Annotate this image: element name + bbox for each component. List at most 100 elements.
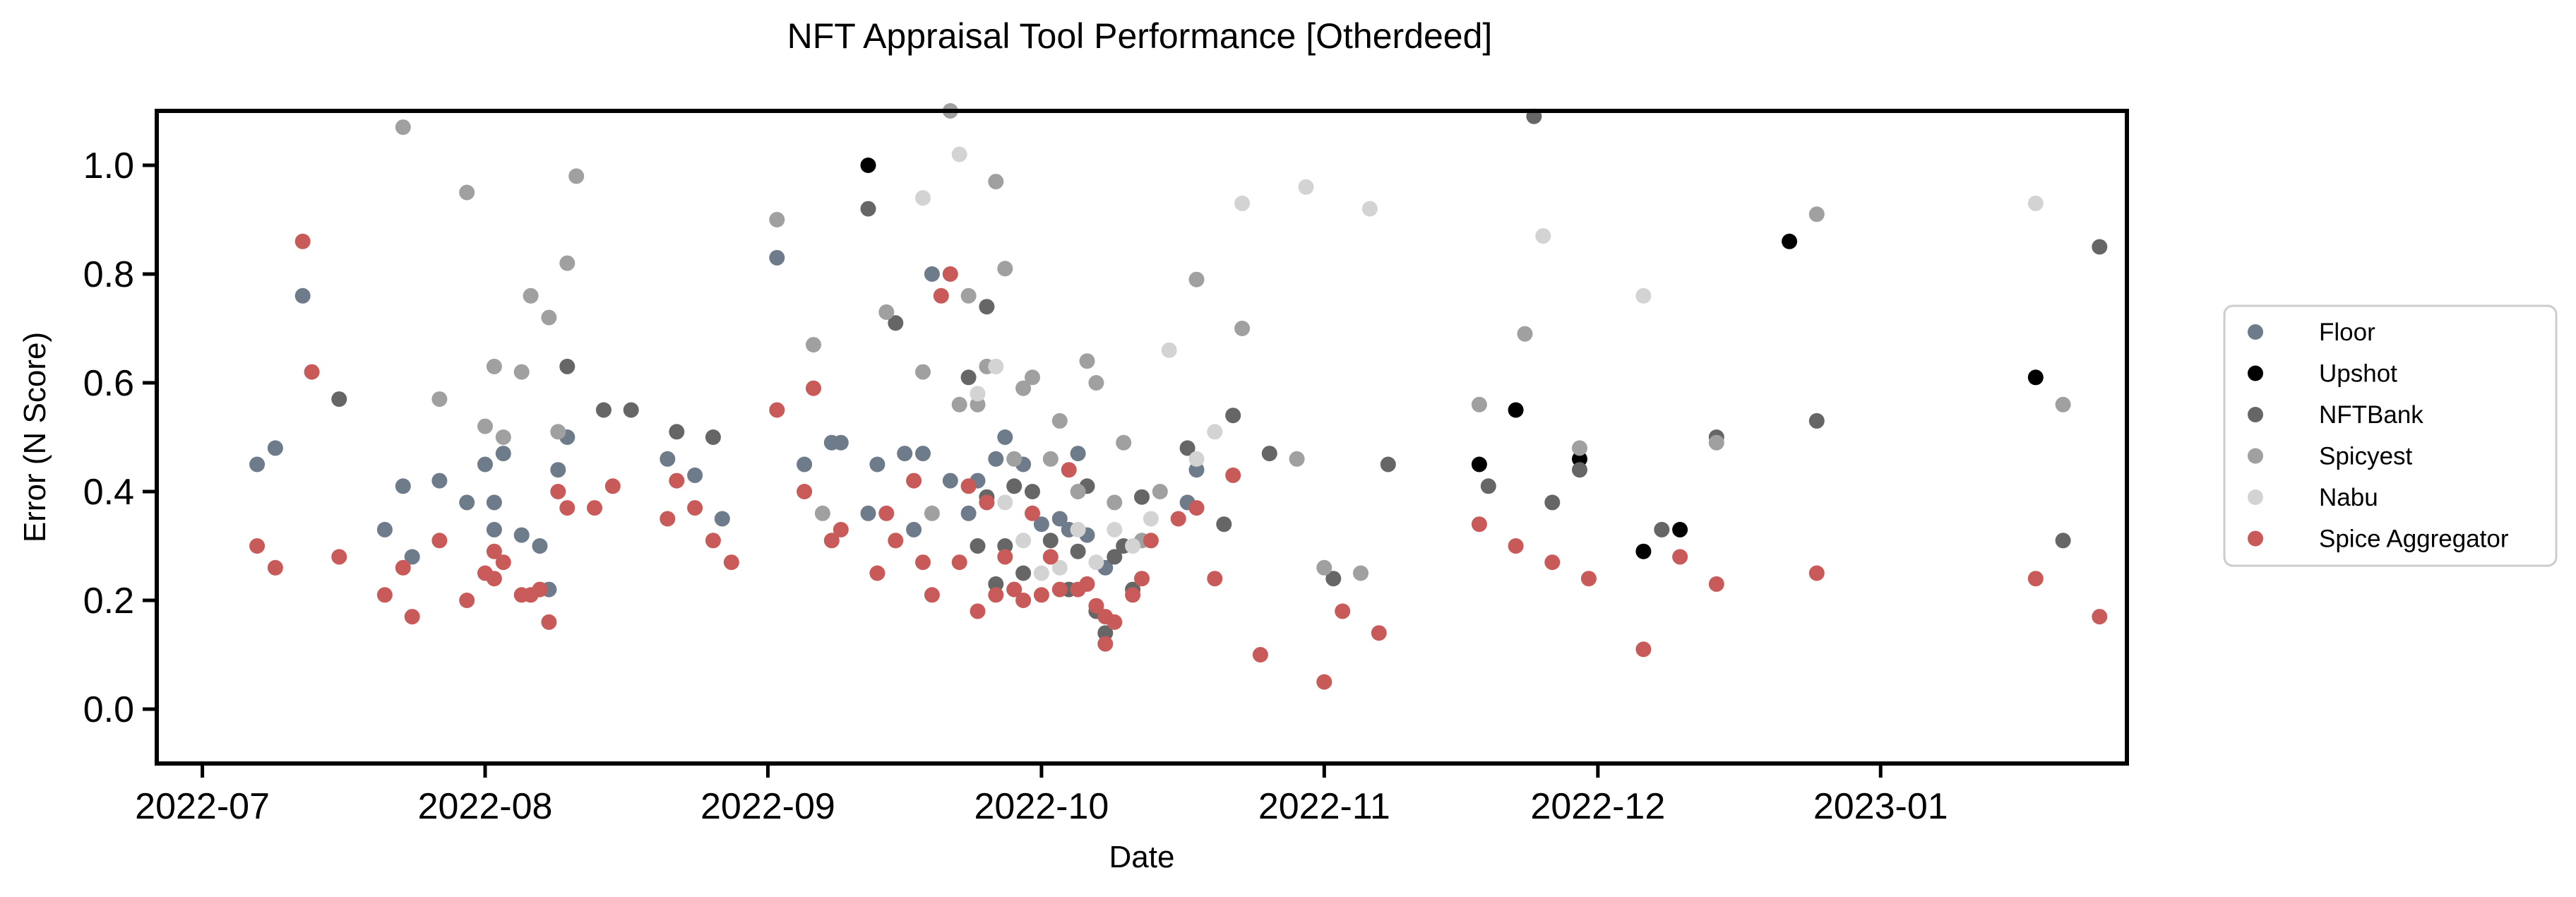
data-point bbox=[431, 533, 448, 549]
data-point bbox=[1033, 565, 1049, 581]
plot-frame bbox=[155, 109, 2129, 766]
data-point bbox=[1070, 484, 1086, 499]
y-tick-label: 0.4 bbox=[83, 472, 134, 513]
data-point bbox=[1042, 451, 1059, 467]
legend-item: Floor bbox=[2248, 319, 2375, 346]
data-point bbox=[1006, 478, 1022, 494]
legend: Floor Upshot NFTBank Spicyest Nabu Spice Aggr… bbox=[2223, 304, 2558, 567]
series-floor bbox=[249, 249, 1205, 598]
data-point bbox=[997, 538, 1013, 554]
data-point bbox=[988, 451, 1004, 467]
legend-items: Floor Upshot NFTBank Spicyest Nabu Spice Aggr… bbox=[2248, 319, 2509, 553]
data-point bbox=[1134, 489, 1150, 505]
data-point bbox=[951, 554, 967, 571]
data-point bbox=[2055, 533, 2071, 549]
data-point bbox=[1015, 533, 1032, 549]
legend-item: Spicyest bbox=[2248, 443, 2413, 470]
data-point bbox=[604, 478, 621, 494]
legend-label: Floor bbox=[2319, 319, 2375, 346]
data-point bbox=[486, 494, 502, 511]
data-point bbox=[1042, 549, 1059, 565]
data-point bbox=[431, 391, 448, 408]
legend-label: Spice Aggregator bbox=[2319, 525, 2509, 553]
data-point bbox=[933, 287, 949, 304]
data-point bbox=[1572, 440, 1587, 456]
data-point bbox=[988, 587, 1004, 603]
data-point bbox=[942, 473, 958, 489]
data-point bbox=[495, 446, 511, 462]
data-point bbox=[1808, 206, 1825, 222]
legend-label: Spicyest bbox=[2319, 443, 2413, 470]
data-point bbox=[1125, 538, 1141, 554]
data-point bbox=[1079, 353, 1095, 369]
data-point bbox=[915, 554, 931, 571]
legend-marker bbox=[2248, 489, 2263, 505]
data-point bbox=[970, 396, 986, 412]
legend-marker bbox=[2248, 448, 2263, 464]
data-point bbox=[1380, 456, 1396, 473]
data-point bbox=[705, 429, 721, 445]
series-spice-aggregator bbox=[249, 233, 2108, 690]
data-point bbox=[705, 533, 721, 549]
data-point bbox=[860, 201, 876, 217]
data-point bbox=[1471, 516, 1487, 533]
x-tick-label: 2023-01 bbox=[1813, 786, 1948, 827]
data-point bbox=[1015, 593, 1032, 608]
data-point bbox=[860, 158, 876, 173]
data-point bbox=[878, 304, 895, 320]
y-tick-label: 1.0 bbox=[83, 145, 134, 186]
y-tick-label: 0.6 bbox=[83, 363, 134, 404]
data-point bbox=[1672, 521, 1688, 537]
data-point bbox=[486, 521, 502, 537]
data-point bbox=[395, 478, 411, 494]
data-point bbox=[924, 266, 940, 282]
data-point bbox=[669, 424, 685, 440]
data-point bbox=[924, 505, 940, 521]
data-point bbox=[1025, 505, 1040, 521]
data-point bbox=[1051, 412, 1068, 429]
data-point bbox=[1033, 516, 1049, 533]
data-point bbox=[960, 287, 977, 304]
data-point bbox=[523, 287, 539, 304]
series-nabu bbox=[915, 146, 2044, 581]
data-point bbox=[915, 446, 931, 462]
data-point bbox=[294, 233, 311, 249]
data-point bbox=[970, 538, 986, 554]
data-point bbox=[532, 538, 548, 554]
data-point bbox=[915, 364, 931, 380]
data-point bbox=[906, 521, 922, 537]
data-point bbox=[1517, 326, 1533, 342]
legend-item: Upshot bbox=[2248, 360, 2397, 388]
data-point bbox=[1480, 478, 1496, 494]
data-point bbox=[1316, 674, 1332, 690]
data-point bbox=[988, 174, 1004, 190]
data-point bbox=[623, 402, 639, 418]
data-point bbox=[1325, 571, 1342, 587]
y-tick-label: 0.0 bbox=[83, 689, 134, 730]
legend-label: NFTBank bbox=[2319, 401, 2423, 429]
data-point bbox=[249, 456, 266, 473]
data-point bbox=[1654, 521, 1670, 537]
data-point bbox=[960, 369, 977, 386]
x-tick-label: 2022-11 bbox=[1258, 786, 1390, 827]
data-point bbox=[550, 484, 566, 499]
data-point bbox=[687, 467, 703, 483]
legend-marker bbox=[2248, 407, 2263, 422]
data-point bbox=[1371, 625, 1387, 641]
data-point bbox=[806, 337, 821, 353]
data-point bbox=[1088, 375, 1104, 391]
data-point bbox=[459, 593, 475, 608]
data-point bbox=[1070, 446, 1086, 462]
data-point bbox=[1471, 456, 1487, 473]
data-point bbox=[1580, 571, 1597, 587]
data-point bbox=[1015, 565, 1032, 581]
data-point bbox=[723, 554, 739, 571]
data-point bbox=[1708, 576, 1724, 592]
data-point bbox=[2027, 369, 2044, 386]
data-point bbox=[2092, 609, 2108, 625]
data-point bbox=[1088, 554, 1104, 571]
data-point bbox=[1097, 625, 1114, 641]
chart-title: NFT Appraisal Tool Performance [Otherdee… bbox=[787, 16, 1493, 56]
data-point bbox=[541, 309, 557, 326]
legend-marker bbox=[2248, 530, 2263, 547]
